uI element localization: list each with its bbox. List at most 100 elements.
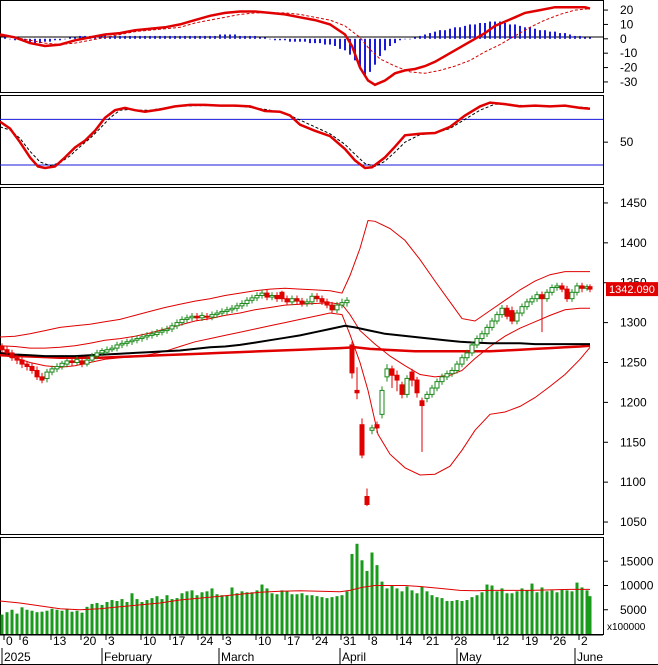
volume-bar	[475, 595, 479, 634]
candle-down	[294, 298, 300, 302]
volume-bar	[120, 599, 124, 634]
candle-down	[34, 369, 40, 378]
candle-up	[124, 341, 130, 344]
candle-up	[234, 305, 240, 309]
candle-up	[139, 336, 145, 340]
volume-bar	[350, 553, 354, 634]
macd-histogram-bar	[464, 25, 466, 39]
candle-up	[439, 376, 445, 383]
y-tick-label: 1200	[620, 395, 647, 409]
macd-histogram-bar	[349, 38, 351, 55]
macd-histogram-bar	[584, 37, 586, 39]
volume-bar	[50, 608, 54, 634]
macd-histogram-bar	[544, 30, 546, 39]
candle-down	[19, 359, 25, 365]
volume-bar	[255, 590, 259, 634]
candle-up	[334, 304, 340, 311]
candle-up	[229, 307, 235, 311]
candle-up	[519, 306, 525, 314]
y-tick-label: -10	[620, 46, 638, 60]
candle-up	[544, 291, 550, 300]
x-month-label: February	[104, 650, 152, 664]
macd-histogram-bar	[424, 34, 426, 39]
volume-bar	[210, 588, 214, 634]
candle-down	[509, 310, 515, 322]
x-day-label: 26	[553, 634, 567, 648]
macd-histogram-bar	[434, 31, 436, 39]
macd-histogram-bar	[359, 38, 361, 67]
macd-histogram-bar	[514, 24, 516, 39]
candle-up	[494, 314, 500, 322]
macd-histogram-bar	[449, 28, 451, 39]
macd-histogram-bar	[79, 35, 81, 39]
macd-histogram-bar	[299, 38, 301, 42]
volume-bar	[505, 593, 509, 634]
candle-up	[49, 368, 55, 373]
candle-down	[194, 315, 200, 319]
volume-bar	[150, 598, 154, 634]
candle-up	[384, 368, 390, 378]
macd-histogram-bar	[439, 30, 441, 39]
candle-up	[444, 373, 450, 378]
macd-histogram-bar	[14, 38, 16, 41]
volume-bar	[540, 587, 544, 634]
price-frame	[0, 187, 604, 535]
candle-up	[479, 333, 485, 340]
macd-line	[0, 5, 591, 87]
volume-bar	[185, 591, 189, 634]
x-day-label: 17	[287, 634, 301, 648]
volume-bar	[295, 594, 299, 634]
macd-histogram-bar	[64, 38, 66, 40]
macd-histogram-bar	[574, 35, 576, 39]
volume-bar	[55, 609, 59, 634]
candle-down	[419, 400, 425, 407]
macd-histogram-bar	[114, 35, 116, 39]
last-price-tag: 1342.090	[606, 282, 658, 297]
x-day-label: 31	[343, 634, 357, 648]
volume-bar	[180, 593, 184, 634]
volume-bar	[525, 590, 529, 634]
macd-frame	[0, 0, 604, 93]
volume-bar	[175, 598, 179, 634]
stochastic-panel: 50	[0, 95, 634, 185]
candle-up	[574, 285, 580, 293]
volume-bar	[85, 606, 89, 634]
candle-up	[269, 294, 275, 298]
candle-up	[94, 352, 100, 357]
volume-bar	[315, 596, 319, 634]
candle-up	[434, 381, 440, 389]
volume-bar	[585, 590, 589, 634]
volume-bar	[275, 594, 279, 634]
candle-down	[324, 301, 330, 306]
candle-up	[179, 318, 185, 324]
candle-up	[449, 369, 455, 375]
candle-up	[189, 315, 195, 319]
candle-up	[119, 342, 125, 346]
x-month-label: 2025	[4, 650, 31, 664]
y-tick-label: 1150	[620, 435, 646, 449]
macd-histogram-bar	[384, 38, 386, 51]
x-day-label: 17	[172, 634, 186, 648]
candle-up	[424, 393, 430, 399]
candle-up	[144, 334, 150, 338]
macd-histogram-bar	[529, 27, 531, 39]
macd-histogram-bar	[414, 37, 416, 39]
x-day-label: 0	[6, 634, 13, 648]
moving-average-red	[0, 344, 591, 359]
candle-up	[524, 301, 530, 308]
price-panel: 145014001350130012501200115011001050 134…	[0, 187, 658, 535]
x-month-label: April	[342, 650, 366, 664]
candle-down	[284, 298, 290, 303]
volume-bar	[75, 610, 79, 634]
candle-down	[409, 371, 415, 381]
macd-histogram-bar	[539, 30, 541, 39]
volume-bar	[245, 592, 249, 634]
volume-bar	[490, 585, 494, 634]
volume-bar	[40, 611, 44, 634]
macd-histogram-bar	[564, 33, 566, 39]
volume-bar	[10, 609, 14, 634]
macd-histogram-bar	[259, 37, 261, 39]
volume-bar	[545, 591, 549, 634]
macd-histogram-bar	[29, 38, 31, 44]
candle-up	[114, 344, 120, 349]
